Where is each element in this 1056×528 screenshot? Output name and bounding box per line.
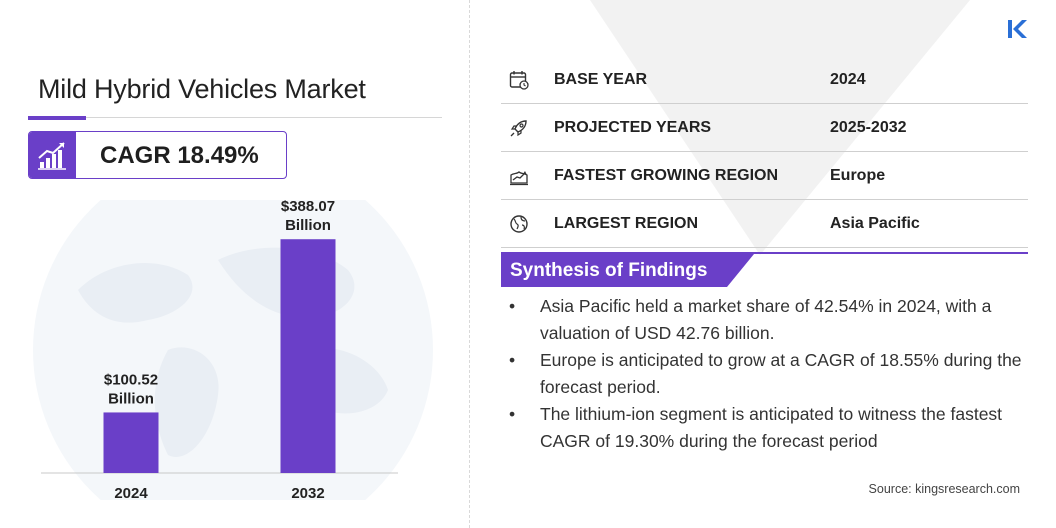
info-row-projected-years: PROJECTED YEARS 2025-2032 xyxy=(501,104,1028,152)
data-label-2032: $388.07 xyxy=(281,198,335,215)
finding-text: Asia Pacific held a market share of 42.5… xyxy=(540,296,992,343)
x-tick-label: 2024 xyxy=(114,485,148,502)
region-growth-icon xyxy=(510,171,528,186)
info-value: 2024 xyxy=(830,71,866,88)
kings-research-logo-icon xyxy=(1008,20,1027,38)
info-value: 2025-2032 xyxy=(830,119,907,136)
bar-chart: $100.52 Billion 2024 $388.07 Billion 2032 xyxy=(41,198,398,502)
finding-text: The lithium-ion segment is anticipated t… xyxy=(540,404,1003,451)
title-accent-bar xyxy=(28,116,86,120)
info-table: BASE YEAR 2024 PROJECTED YEARS 2025-2032… xyxy=(501,56,1028,248)
finding-item: • Asia Pacific held a market share of 42.… xyxy=(505,293,1025,347)
finding-text: Europe is anticipated to grow at a CAGR … xyxy=(540,350,1022,397)
info-value: Asia Pacific xyxy=(830,215,920,232)
bullet-glyph: • xyxy=(509,404,516,424)
calendar-icon xyxy=(509,71,529,90)
info-row-base-year: BASE YEAR 2024 xyxy=(501,56,1028,104)
info-label: FASTEST GROWING REGION xyxy=(554,167,779,184)
growth-chart-icon xyxy=(29,132,76,178)
info-value: Europe xyxy=(830,167,886,184)
finding-item: • The lithium-ion segment is anticipated … xyxy=(505,401,1025,455)
data-label-2032: Billion xyxy=(285,217,331,234)
bar-2024 xyxy=(103,412,159,473)
info-label: BASE YEAR xyxy=(554,71,648,88)
bullet-glyph: • xyxy=(509,350,516,370)
panel-divider xyxy=(469,0,470,528)
cagr-badge: CAGR 18.49% xyxy=(28,131,287,179)
info-label: PROJECTED YEARS xyxy=(554,119,712,136)
info-row-largest-region: LARGEST REGION Asia Pacific xyxy=(501,200,1028,248)
info-row-fastest-growing-region: FASTEST GROWING REGION Europe xyxy=(501,152,1028,200)
findings-list: • Asia Pacific held a market share of 42.… xyxy=(505,293,1025,455)
bullet-glyph: • xyxy=(509,296,516,316)
title-underline xyxy=(28,117,442,118)
data-label-2024: $100.52 xyxy=(104,371,158,388)
rocket-icon xyxy=(510,120,527,137)
x-tick-label: 2032 xyxy=(291,485,324,502)
finding-item: • Europe is anticipated to grow at a CAGR… xyxy=(505,347,1025,401)
background-triangle xyxy=(590,0,970,255)
source-note: Source: kingsresearch.com xyxy=(868,482,1020,496)
synthesis-rule xyxy=(501,252,1028,254)
data-label-2024: Billion xyxy=(108,390,154,407)
globe-icon xyxy=(510,215,528,233)
synthesis-title: Synthesis of Findings xyxy=(510,260,708,281)
info-label: LARGEST REGION xyxy=(554,215,699,232)
synthesis-header-background xyxy=(501,254,754,287)
chart-title: Mild Hybrid Vehicles Market xyxy=(38,74,366,104)
cagr-value: CAGR 18.49% xyxy=(100,142,259,169)
bar-2032 xyxy=(280,239,336,473)
synthesis-header: Synthesis of Findings xyxy=(501,254,754,287)
